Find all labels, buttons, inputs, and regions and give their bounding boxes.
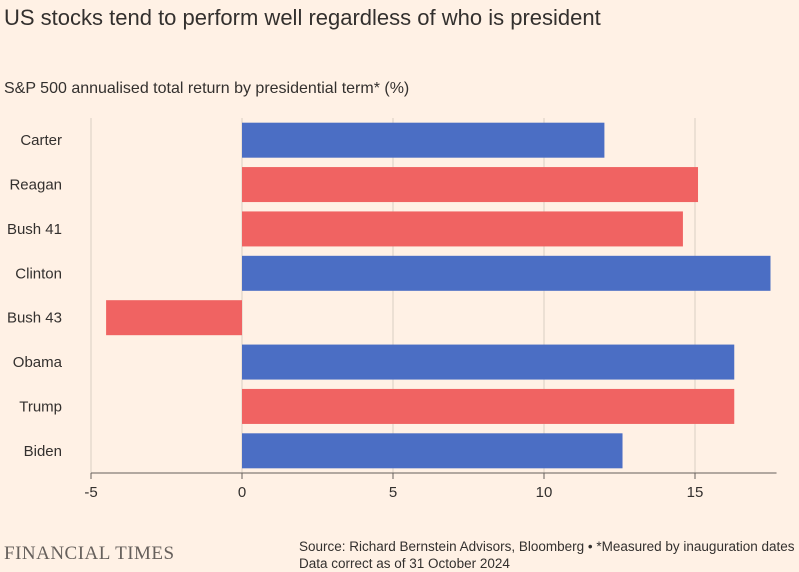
bar-reagan bbox=[242, 167, 699, 203]
source-note: Source: Richard Bernstein Advisors, Bloo… bbox=[299, 538, 795, 572]
bars bbox=[106, 122, 771, 469]
source-line: Source: Richard Bernstein Advisors, Bloo… bbox=[299, 539, 795, 554]
bar-bush-43 bbox=[106, 300, 242, 336]
x-tick-label: 15 bbox=[687, 484, 704, 501]
bar-clinton bbox=[242, 255, 771, 291]
bar-carter bbox=[242, 122, 605, 158]
bar-biden bbox=[242, 433, 623, 469]
x-tick-label: 0 bbox=[238, 484, 246, 501]
ft-logo: FINANCIAL TIMES bbox=[4, 543, 175, 564]
category-label: Trump bbox=[19, 398, 62, 415]
data-date-line: Data correct as of 31 October 2024 bbox=[299, 556, 510, 571]
category-label: Bush 43 bbox=[7, 310, 62, 327]
bar-bush-41 bbox=[242, 211, 683, 247]
category-label: Bush 41 bbox=[7, 221, 62, 238]
x-axis: -5 0 5 10 15 bbox=[84, 472, 777, 501]
x-tick-label: 10 bbox=[536, 484, 553, 501]
category-label: Obama bbox=[13, 354, 63, 371]
category-label: Carter bbox=[20, 132, 62, 149]
x-tick-label: 5 bbox=[389, 484, 397, 501]
x-tick-label: -5 bbox=[84, 484, 97, 501]
category-label: Clinton bbox=[15, 265, 62, 282]
chart-subtitle: S&P 500 annualised total return by presi… bbox=[4, 80, 410, 97]
category-label: Reagan bbox=[9, 177, 62, 194]
bar-obama bbox=[242, 344, 735, 380]
category-labels: Carter Reagan Bush 41 Clinton Bush 43 Obama Tr… bbox=[7, 132, 63, 460]
bar-trump bbox=[242, 388, 735, 424]
category-label: Biden bbox=[24, 443, 62, 460]
chart-title: US stocks tend to perform well regardles… bbox=[4, 5, 601, 30]
